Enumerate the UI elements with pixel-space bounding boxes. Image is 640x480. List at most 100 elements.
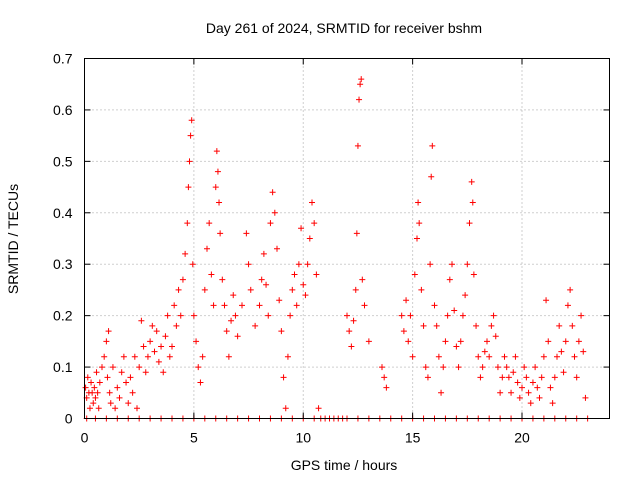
data-point	[475, 353, 482, 360]
data-point	[449, 261, 455, 268]
data-point	[567, 286, 574, 293]
data-point	[219, 276, 226, 283]
data-point	[92, 394, 99, 401]
data-point	[459, 312, 466, 319]
data-point	[358, 76, 365, 83]
data-point	[554, 353, 560, 360]
data-point	[182, 250, 189, 257]
data-point	[116, 394, 123, 401]
data-point	[313, 271, 320, 278]
data-point	[429, 142, 436, 149]
data-point	[545, 338, 552, 345]
data-point	[431, 302, 438, 309]
data-point	[263, 281, 270, 288]
data-point	[523, 374, 530, 381]
data-point	[125, 400, 132, 407]
y-tick-label: 0	[65, 411, 73, 427]
data-point	[239, 302, 245, 309]
data-point	[201, 286, 208, 293]
data-point	[405, 338, 412, 345]
data-point	[134, 405, 140, 412]
data-point	[562, 338, 569, 345]
data-point	[560, 369, 567, 376]
data-point	[256, 302, 263, 309]
data-point	[411, 271, 418, 278]
data-point	[210, 302, 217, 309]
data-point	[127, 374, 134, 381]
chart-title: Day 261 of 2024, SRMTID for receiver bsh…	[206, 20, 482, 36]
data-point	[94, 389, 101, 396]
data-point	[295, 261, 302, 268]
data-point	[173, 322, 180, 329]
data-point	[510, 369, 517, 376]
data-point	[287, 312, 294, 319]
data-point	[508, 389, 515, 396]
data-point	[269, 189, 276, 196]
data-point	[169, 343, 175, 350]
data-point	[433, 322, 440, 329]
data-point	[479, 364, 486, 371]
data-point	[505, 374, 512, 381]
data-point	[494, 364, 501, 371]
data-point	[398, 312, 405, 319]
data-point	[416, 220, 423, 227]
data-point	[359, 276, 366, 283]
y-tick-label: 0.2	[53, 308, 73, 324]
data-point	[147, 338, 154, 345]
data-point	[464, 261, 471, 268]
data-point	[149, 322, 156, 329]
data-point	[352, 286, 359, 293]
data-point	[306, 235, 313, 242]
data-point	[112, 405, 119, 412]
data-point	[477, 374, 484, 381]
data-point	[346, 328, 353, 335]
data-point	[123, 379, 130, 386]
x-tick-label: 0	[81, 430, 89, 446]
data-point	[453, 343, 460, 350]
data-point	[140, 343, 147, 350]
data-point	[379, 364, 385, 371]
data-point	[409, 353, 416, 360]
data-point	[89, 389, 96, 396]
data-point	[88, 379, 95, 386]
data-points	[82, 76, 591, 422]
data-point	[427, 261, 434, 268]
y-tick-label: 0.6	[53, 102, 73, 118]
data-point	[536, 394, 543, 401]
data-point	[578, 312, 585, 319]
data-point	[96, 379, 103, 386]
data-point	[228, 317, 235, 324]
data-point	[158, 343, 165, 350]
data-point	[223, 328, 230, 335]
x-tick-label: 20	[514, 430, 530, 446]
data-point	[353, 230, 360, 237]
data-point	[470, 271, 477, 278]
data-point	[177, 312, 184, 319]
data-point	[274, 245, 280, 252]
data-point	[383, 384, 390, 391]
data-point	[446, 276, 453, 283]
data-point	[309, 199, 315, 206]
data-point	[435, 353, 442, 360]
y-tick-label: 0.1	[53, 359, 73, 375]
data-point	[302, 292, 309, 299]
x-tick-label: 5	[190, 430, 198, 446]
data-point	[469, 199, 476, 206]
data-point	[468, 178, 475, 185]
data-point	[516, 394, 523, 401]
y-tick-label: 0.3	[53, 256, 73, 272]
data-point	[258, 276, 265, 283]
data-point	[107, 400, 114, 407]
y-axis-label: SRMTID / TECUs	[5, 184, 21, 294]
data-point	[547, 384, 554, 391]
data-point	[365, 338, 372, 345]
data-point	[243, 230, 250, 237]
data-point	[93, 369, 100, 376]
data-point	[381, 374, 388, 381]
x-tick-label: 10	[295, 430, 311, 446]
data-point	[120, 353, 127, 360]
data-point	[131, 353, 138, 360]
y-tick-label: 0.7	[53, 51, 73, 67]
data-point	[350, 317, 357, 324]
data-point	[357, 81, 364, 88]
